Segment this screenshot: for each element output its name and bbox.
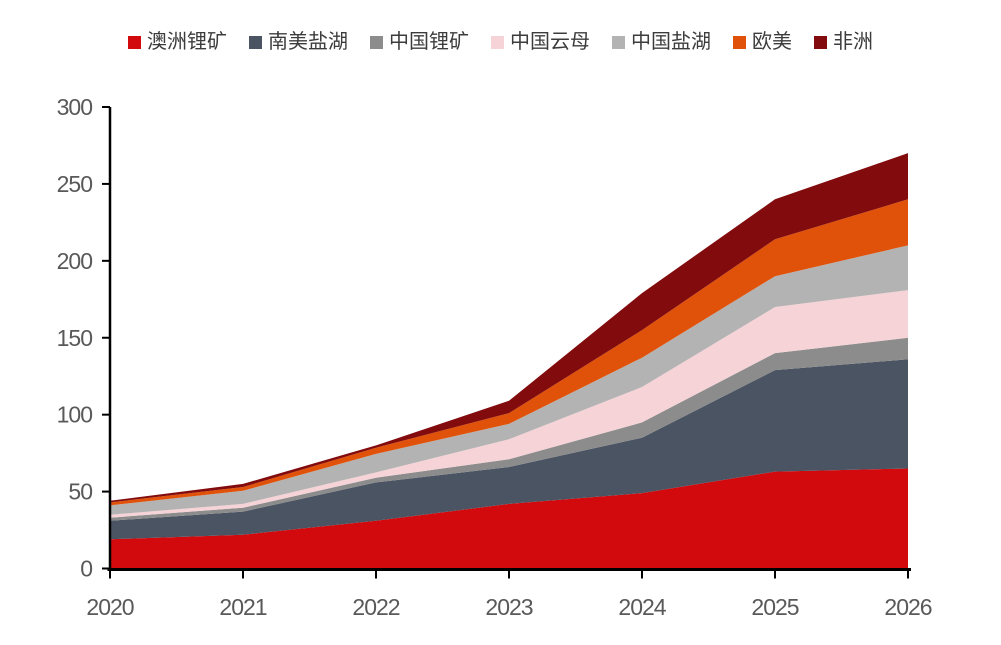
x-tick-label: 2020 — [86, 594, 133, 620]
x-tick-label: 2026 — [884, 594, 931, 620]
legend-label: 中国锂矿 — [389, 31, 469, 53]
x-tick-label: 2025 — [751, 594, 798, 620]
y-tick-label: 200 — [57, 248, 93, 274]
legend-swatch-icon — [814, 35, 827, 49]
y-tick-label: 100 — [57, 402, 93, 428]
chart-legend: 澳洲锂矿 南美盐湖 中国锂矿 中国云母 中国盐湖 欧美 非洲 — [0, 30, 1001, 54]
legend-item-6: 非洲 — [814, 32, 873, 52]
legend-label: 非洲 — [833, 31, 873, 53]
area-band-5 — [110, 199, 908, 506]
legend-swatch-icon — [249, 35, 262, 49]
legend-item-2: 中国锂矿 — [370, 32, 469, 52]
legend-item-0: 澳洲锂矿 — [128, 32, 227, 52]
area-band-6 — [110, 153, 908, 503]
y-tick-label: 150 — [57, 325, 93, 351]
x-tick-label: 2021 — [219, 594, 266, 620]
x-tick-label: 2024 — [618, 594, 666, 620]
legend-label: 欧美 — [752, 31, 792, 53]
legend-item-3: 中国云母 — [491, 32, 590, 52]
x-tick-label: 2023 — [485, 594, 532, 620]
area-band-0 — [110, 468, 908, 569]
legend-label: 澳洲锂矿 — [147, 31, 227, 53]
y-tick-label: 0 — [80, 556, 92, 582]
x-tick-label: 2022 — [352, 594, 399, 620]
area-band-1 — [110, 359, 908, 540]
legend-swatch-icon — [128, 35, 141, 49]
legend-swatch-icon — [733, 35, 746, 49]
legend-swatch-icon — [491, 35, 504, 49]
legend-label: 中国盐湖 — [631, 31, 711, 53]
y-tick-label: 50 — [68, 479, 92, 505]
y-tick-label: 250 — [57, 171, 93, 197]
legend-swatch-icon — [370, 35, 383, 49]
legend-label: 南美盐湖 — [268, 31, 348, 53]
legend-label: 中国云母 — [510, 31, 590, 53]
legend-item-5: 欧美 — [733, 32, 792, 52]
legend-swatch-icon — [612, 35, 625, 49]
area-band-4 — [110, 245, 908, 515]
y-tick-label: 300 — [57, 94, 93, 120]
area-band-2 — [110, 337, 908, 521]
legend-item-4: 中国盐湖 — [612, 32, 711, 52]
legend-item-1: 南美盐湖 — [249, 32, 348, 52]
